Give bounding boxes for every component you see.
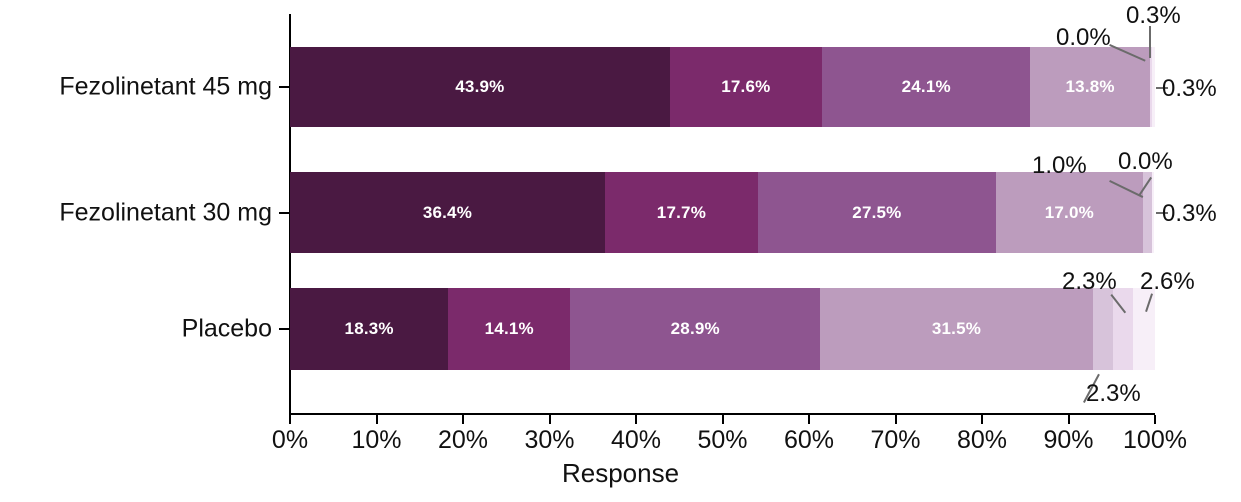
bar-segment[interactable]: 17.7% [604, 172, 758, 253]
x-tick-label: 10% [351, 426, 402, 454]
segment-value-label: 36.4% [422, 202, 473, 222]
segment-value-label: 17.0% [1044, 202, 1094, 222]
callout-leader-line [1149, 26, 1151, 58]
segment-value-label: 24.1% [901, 77, 951, 96]
segment-value-label: 13.8% [1065, 77, 1115, 96]
bar-segment[interactable] [1092, 288, 1113, 370]
callout-value-label: 0.0% [1056, 24, 1111, 51]
segment-value-label: 28.9% [670, 319, 720, 338]
segment-value-label: 27.5% [852, 202, 902, 222]
x-tick [894, 415, 897, 424]
x-tick-label: 50% [697, 426, 748, 454]
callout-leader-line [1156, 212, 1168, 214]
segment-value-label: 31.5% [931, 319, 982, 338]
x-tick [635, 415, 637, 424]
callout-value-label: 2.6% [1140, 268, 1195, 295]
callout-value-label: 0.3% [1162, 200, 1217, 227]
segment-value-label: 14.1% [484, 319, 534, 338]
category-label-fezolinetant-45-mg: Fezolinetant 45 mg [59, 72, 272, 101]
x-tick [1154, 415, 1156, 424]
bar-segment[interactable] [1149, 47, 1153, 127]
y-tick [279, 211, 290, 214]
bar-segment[interactable] [1112, 288, 1133, 370]
bar-segment[interactable]: 24.1% [821, 47, 1031, 127]
x-tick-label: 100% [1123, 426, 1187, 454]
bar-segment[interactable] [1142, 172, 1152, 253]
bar-segment[interactable] [1132, 288, 1155, 370]
bar-segment[interactable]: 14.1% [448, 288, 571, 370]
x-tick [1067, 415, 1070, 424]
bar-segment[interactable]: 18.3% [290, 288, 449, 370]
callout-value-label: 0.3% [1162, 75, 1217, 102]
bar-segment[interactable]: 17.0% [995, 172, 1143, 253]
x-axis-line [289, 413, 1155, 415]
bar-row[interactable]: 43.9% 17.6% 24.1% 13.8% [290, 47, 1155, 127]
x-tick [548, 415, 551, 424]
category-label-fezolinetant-30-mg: Fezolinetant 30 mg [59, 198, 272, 226]
x-tick-label: 0% [271, 426, 309, 454]
y-tick [279, 86, 290, 88]
x-tick-label: 30% [524, 426, 575, 454]
bar-segment[interactable]: 43.9% [290, 47, 670, 127]
callout-value-label: 0.3% [1126, 2, 1181, 29]
bar-row[interactable]: 36.4% 17.7% 27.5% 17.0% [290, 172, 1155, 253]
x-tick-label: 60% [783, 426, 835, 454]
x-tick [808, 415, 810, 424]
x-tick-label: 80% [956, 426, 1008, 454]
bar-segment[interactable]: 27.5% [757, 172, 996, 253]
segment-value-label: 17.7% [656, 202, 707, 222]
x-tick [375, 415, 378, 424]
x-tick-label: 70% [870, 426, 921, 454]
bar-row[interactable]: 18.3% 14.1% 28.9% 31.5% [290, 288, 1155, 370]
bar-segment[interactable]: 28.9% [570, 288, 821, 370]
x-tick [289, 415, 291, 424]
bar-segment[interactable] [1151, 172, 1155, 253]
callout-value-label: 2.3% [1086, 380, 1141, 407]
x-tick-label: 90% [1043, 426, 1094, 454]
bar-segment[interactable]: 36.4% [290, 172, 605, 253]
segment-value-label: 17.6% [721, 77, 771, 96]
x-tick-label: 40% [610, 426, 662, 454]
callout-value-label: 0.0% [1118, 148, 1173, 175]
x-axis-title: Response [561, 458, 680, 488]
x-tick [462, 415, 464, 424]
bar-segment[interactable] [1152, 47, 1155, 127]
x-tick [721, 415, 724, 424]
x-tick [981, 415, 983, 424]
x-tick-label: 20% [437, 426, 489, 454]
y-tick [279, 328, 290, 330]
callout-value-label: 1.0% [1032, 152, 1087, 179]
segment-value-label: 18.3% [344, 319, 394, 338]
bar-segment[interactable]: 31.5% [820, 288, 1093, 370]
bar-segment[interactable]: 17.6% [669, 47, 822, 127]
callout-value-label: 2.3% [1062, 268, 1117, 295]
category-label-placebo: Placebo [181, 314, 272, 343]
segment-value-label: 43.9% [455, 77, 505, 96]
bar-segment[interactable]: 13.8% [1030, 47, 1150, 127]
callout-leader-line [1156, 87, 1168, 89]
